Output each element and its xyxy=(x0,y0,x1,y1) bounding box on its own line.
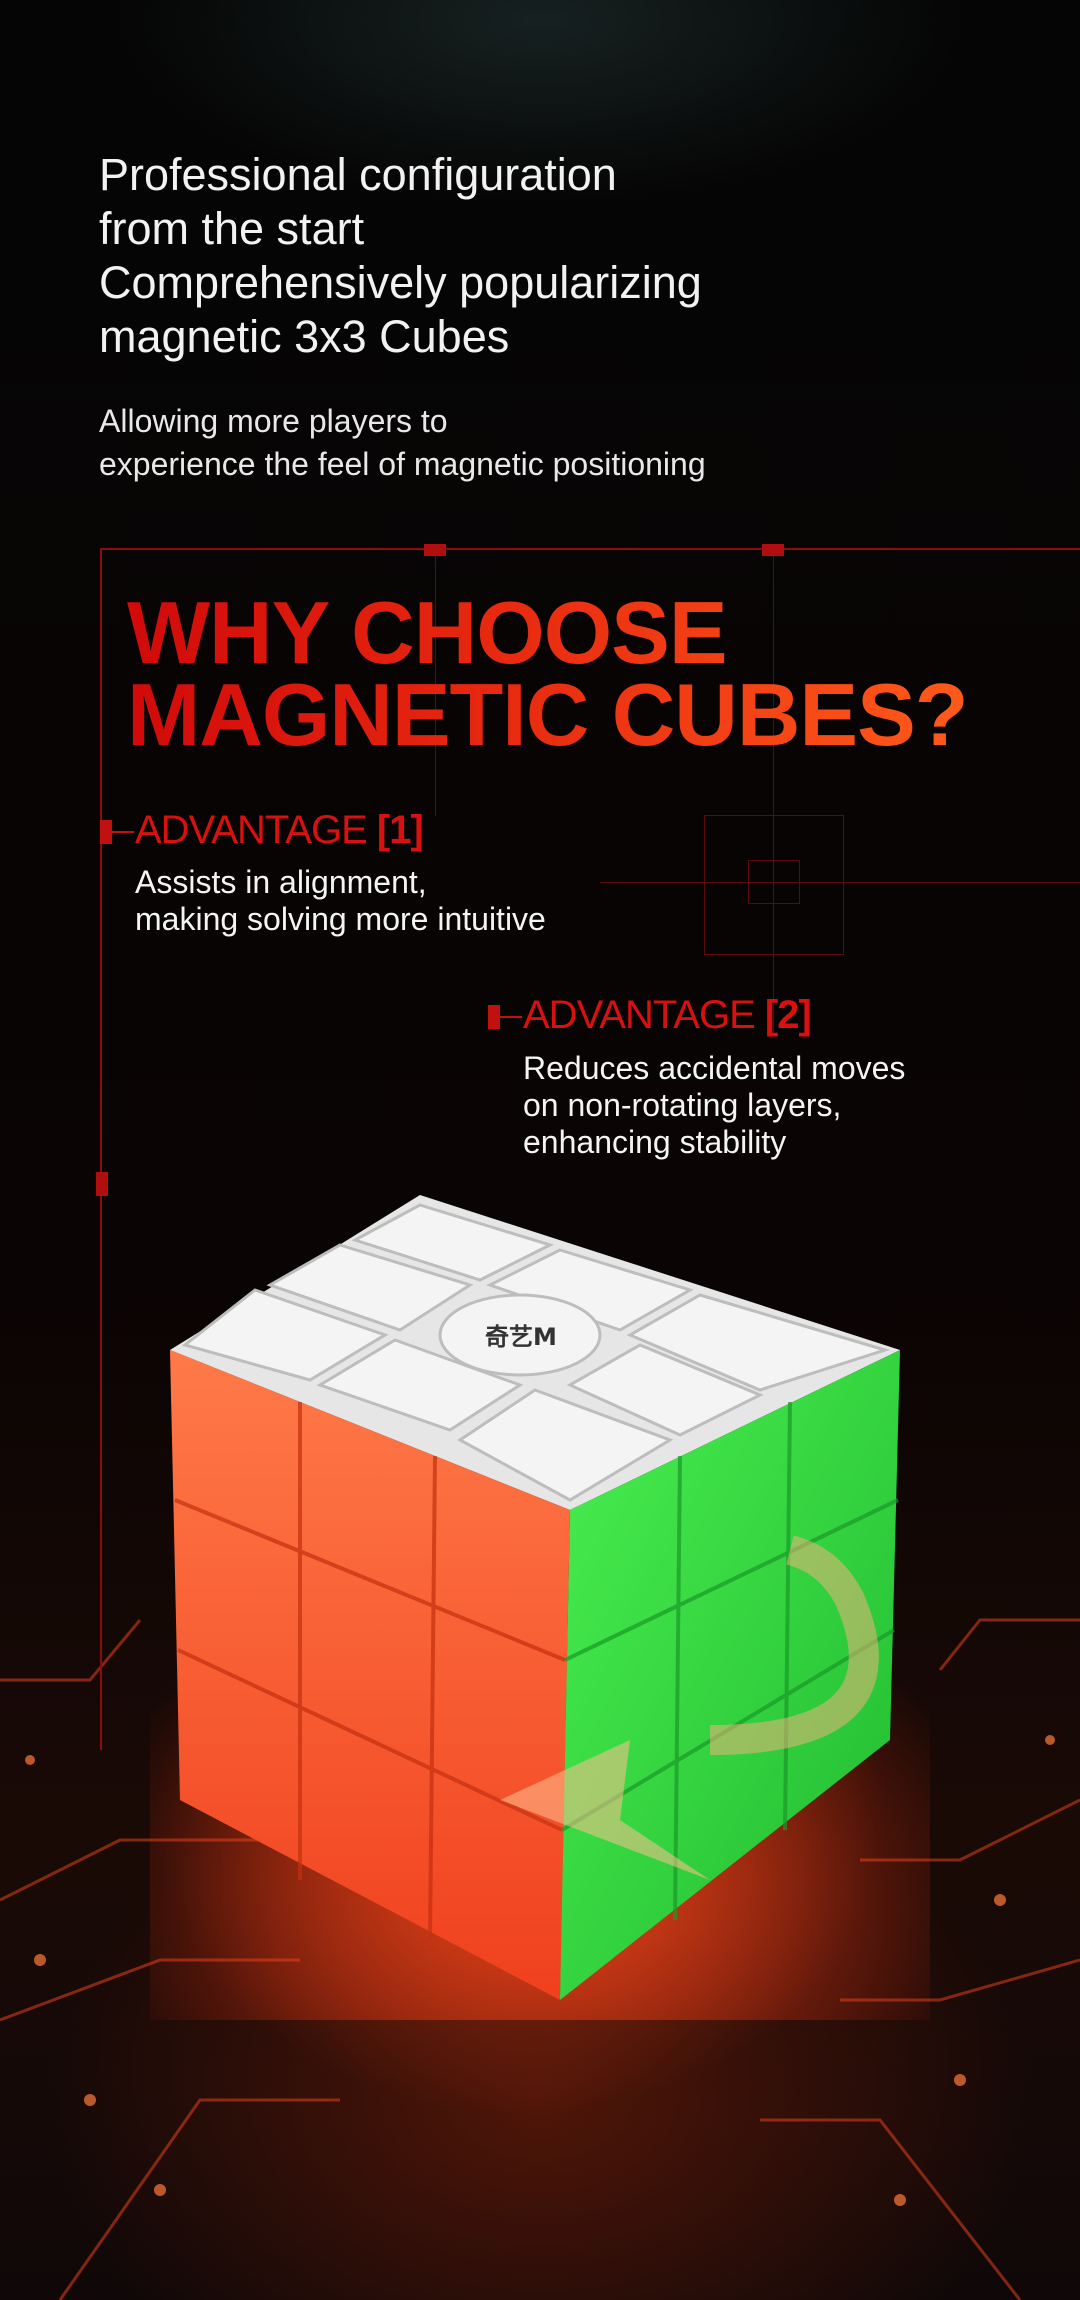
advantage-number: [2] xyxy=(764,993,812,1037)
target-square xyxy=(704,815,844,955)
advantage-body-line: on non-rotating layers, xyxy=(523,1087,842,1123)
grid-line xyxy=(773,556,774,1036)
headline-line: from the start xyxy=(99,203,365,254)
advantage-label: ADVANTAGE xyxy=(523,993,756,1037)
advantage-body-line: Reduces accidental moves xyxy=(523,1050,906,1086)
headline: Professional configuration from the star… xyxy=(99,148,702,364)
advantage-1-body: Assists in alignment, making solving mor… xyxy=(135,864,546,938)
frame-marker xyxy=(424,544,446,556)
headline-line: Comprehensively popularizing xyxy=(99,257,702,308)
advantage-connector xyxy=(112,831,134,833)
advantage-label: ADVANTAGE xyxy=(135,808,368,852)
section-title: WHY CHOOSE MAGNETIC CUBES? xyxy=(127,592,968,756)
advantage-body-line: Assists in alignment, xyxy=(135,864,427,900)
decorative-frame xyxy=(100,548,1080,1750)
advantage-connector xyxy=(500,1016,522,1018)
subheadline-line: Allowing more players to xyxy=(99,403,448,439)
subheadline-line: experience the feel of magnetic position… xyxy=(99,446,706,482)
cube-logo: 奇艺M xyxy=(485,1323,557,1351)
headline-line: magnetic 3x3 Cubes xyxy=(99,311,510,362)
advantage-2-heading: ADVANTAGE [2] xyxy=(523,993,812,1038)
advantage-marker xyxy=(100,820,112,844)
subheadline: Allowing more players to experience the … xyxy=(99,400,706,486)
advantage-body-line: enhancing stability xyxy=(523,1124,787,1160)
advantage-2-body: Reduces accidental moves on non-rotating… xyxy=(523,1050,905,1161)
advantage-body-line: making solving more intuitive xyxy=(135,901,546,937)
target-square-inner xyxy=(748,860,800,904)
advantage-number: [1] xyxy=(376,808,424,852)
advantage-marker xyxy=(488,1005,500,1029)
headline-line: Professional configuration xyxy=(99,149,617,200)
grid-line xyxy=(600,882,1080,883)
magnetic-cube-image: 奇艺M xyxy=(150,1195,930,2020)
frame-marker xyxy=(96,1172,108,1196)
frame-marker xyxy=(762,544,784,556)
section-title-line: WHY CHOOSE xyxy=(127,583,727,682)
grid-line xyxy=(435,556,436,816)
section-title-line: MAGNETIC CUBES? xyxy=(127,665,968,764)
advantage-1-heading: ADVANTAGE [1] xyxy=(135,808,424,853)
